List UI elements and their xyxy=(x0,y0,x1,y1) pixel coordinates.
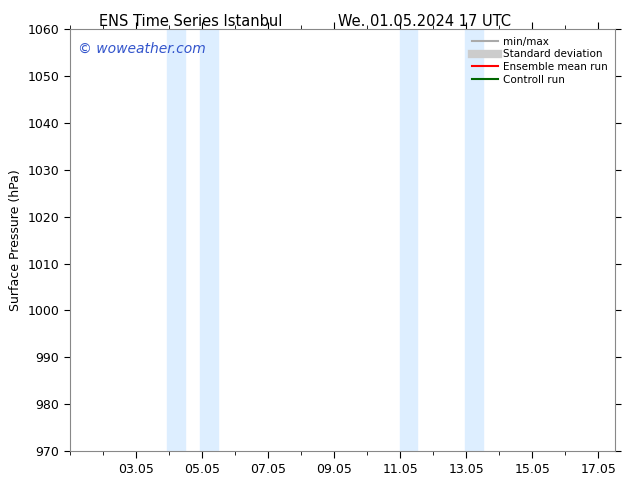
Bar xyxy=(400,29,417,451)
Legend: min/max, Standard deviation, Ensemble mean run, Controll run: min/max, Standard deviation, Ensemble me… xyxy=(467,32,612,89)
Bar xyxy=(167,29,185,451)
Text: ENS Time Series Istanbul: ENS Time Series Istanbul xyxy=(98,14,282,29)
Y-axis label: Surface Pressure (hPa): Surface Pressure (hPa) xyxy=(9,169,22,311)
Bar xyxy=(465,29,483,451)
Bar xyxy=(200,29,219,451)
Text: © woweather.com: © woweather.com xyxy=(78,42,205,56)
Text: We. 01.05.2024 17 UTC: We. 01.05.2024 17 UTC xyxy=(339,14,511,29)
